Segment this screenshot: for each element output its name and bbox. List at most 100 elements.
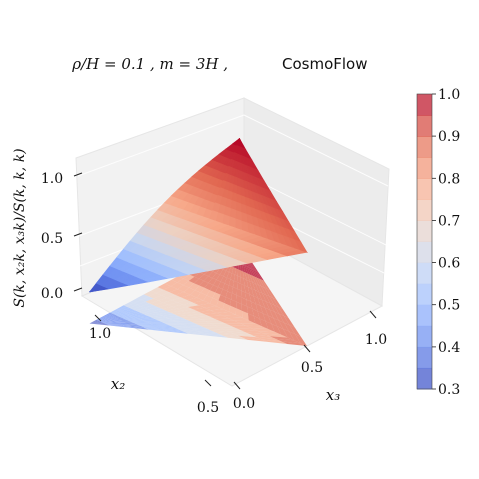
contour-cell	[111, 310, 122, 315]
contour-cell	[127, 319, 143, 322]
contour-cell	[210, 309, 230, 313]
contour-cell	[240, 270, 244, 279]
contour-cell	[259, 318, 269, 329]
contour-cell	[208, 271, 217, 278]
x2-axis: 1.0 0.5 x₂	[89, 314, 219, 416]
contour-cell	[129, 320, 145, 322]
contour-cell	[241, 283, 246, 293]
contour-cell	[164, 279, 178, 287]
contour-cell	[233, 333, 257, 338]
x2-axis-label: x₂	[111, 375, 125, 393]
contour-cell	[166, 294, 182, 301]
contour-cell	[205, 321, 226, 324]
contour-cell	[193, 300, 210, 306]
contour-cell	[232, 287, 238, 296]
contour-cell	[216, 311, 236, 316]
contour-cell	[181, 309, 199, 313]
contour-cell	[156, 289, 170, 296]
contour-cell	[173, 327, 194, 330]
contour-cell	[199, 325, 220, 328]
colorbar-tick-label: 0.4	[438, 340, 460, 356]
contour-cell	[279, 313, 290, 325]
contour-cell	[89, 320, 100, 324]
contour-cell	[125, 326, 146, 329]
contour-cell	[183, 324, 204, 327]
z-tick-1.0	[73, 172, 83, 177]
contour-cell	[246, 299, 253, 309]
contour-cell	[104, 322, 120, 324]
x3-tick-0.5	[303, 344, 311, 353]
contour-cell	[104, 313, 114, 318]
contour-cell	[113, 311, 124, 315]
contour-cell	[190, 290, 201, 298]
contour-cell	[289, 325, 301, 337]
contour-cell	[278, 320, 290, 332]
contour-cell	[255, 303, 263, 314]
contour-cell	[182, 302, 199, 307]
contour-cell	[207, 328, 229, 332]
contour-cell	[247, 273, 253, 283]
contour-cell	[226, 272, 232, 280]
contour-cell	[102, 321, 118, 323]
colorbar-band	[417, 178, 432, 200]
colorbar-band	[417, 136, 432, 158]
contour-cell	[129, 304, 141, 310]
contour-cell	[225, 323, 246, 326]
contour-cell	[96, 316, 105, 321]
contour-cell	[244, 285, 250, 295]
contour-cell	[235, 308, 243, 318]
contour-cell	[181, 294, 197, 300]
contour-cell	[161, 292, 176, 298]
contour-cell	[165, 316, 183, 319]
contour-cell	[105, 323, 122, 325]
colorbar-band	[417, 115, 432, 137]
z-tick-0.5	[73, 232, 83, 237]
contour-cell	[252, 269, 260, 279]
x3-tick-label-1.0: 1.0	[365, 332, 387, 348]
z-tick-label-1.0: 1.0	[41, 171, 63, 187]
surface-cell	[235, 218, 243, 231]
contour-cell	[222, 283, 229, 292]
contour-cell	[265, 307, 274, 319]
contour-cell	[217, 281, 225, 290]
contour-cell	[230, 273, 235, 281]
z-tick-0	[73, 287, 83, 292]
contour-cell	[210, 323, 231, 326]
contour-cell	[136, 324, 155, 326]
contour-cell	[162, 300, 178, 305]
contour-cell	[89, 321, 100, 324]
contour-cell	[231, 267, 236, 275]
contour-cell	[236, 288, 242, 298]
contour-cell	[89, 320, 99, 324]
contour-cell	[254, 276, 262, 287]
x3-tick-0.0	[233, 381, 241, 390]
contour-cell	[259, 278, 268, 289]
contour-cell	[144, 312, 159, 316]
contour-cell	[264, 287, 273, 298]
contour-cell	[251, 288, 258, 298]
contour-cell	[255, 283, 263, 294]
contour-cell	[203, 295, 213, 304]
contour-cell	[103, 322, 119, 324]
contour-cell	[107, 324, 127, 327]
contour-cell	[147, 314, 163, 317]
x3-tick-label-0.0: 0.0	[233, 396, 255, 412]
colorbar-tick-label: 0.5	[438, 298, 460, 314]
contour-cell	[256, 337, 282, 342]
contour-cell	[255, 290, 262, 300]
contour-cell	[120, 324, 139, 325]
contour-cell	[203, 276, 213, 283]
contour-cell	[130, 313, 145, 317]
contour-cell	[157, 283, 171, 290]
contour-cell	[251, 334, 276, 339]
contour-cell	[138, 309, 152, 314]
x2-tick-label-1.0: 1.0	[89, 326, 111, 342]
contour-cell	[138, 325, 157, 327]
contour-cell	[252, 308, 260, 319]
contour-cell	[99, 318, 111, 322]
colorbar-band	[417, 157, 432, 179]
contour-cell	[194, 329, 216, 333]
contour-cell	[242, 310, 249, 321]
contour-cell	[127, 327, 149, 330]
contour-cell	[196, 292, 207, 301]
